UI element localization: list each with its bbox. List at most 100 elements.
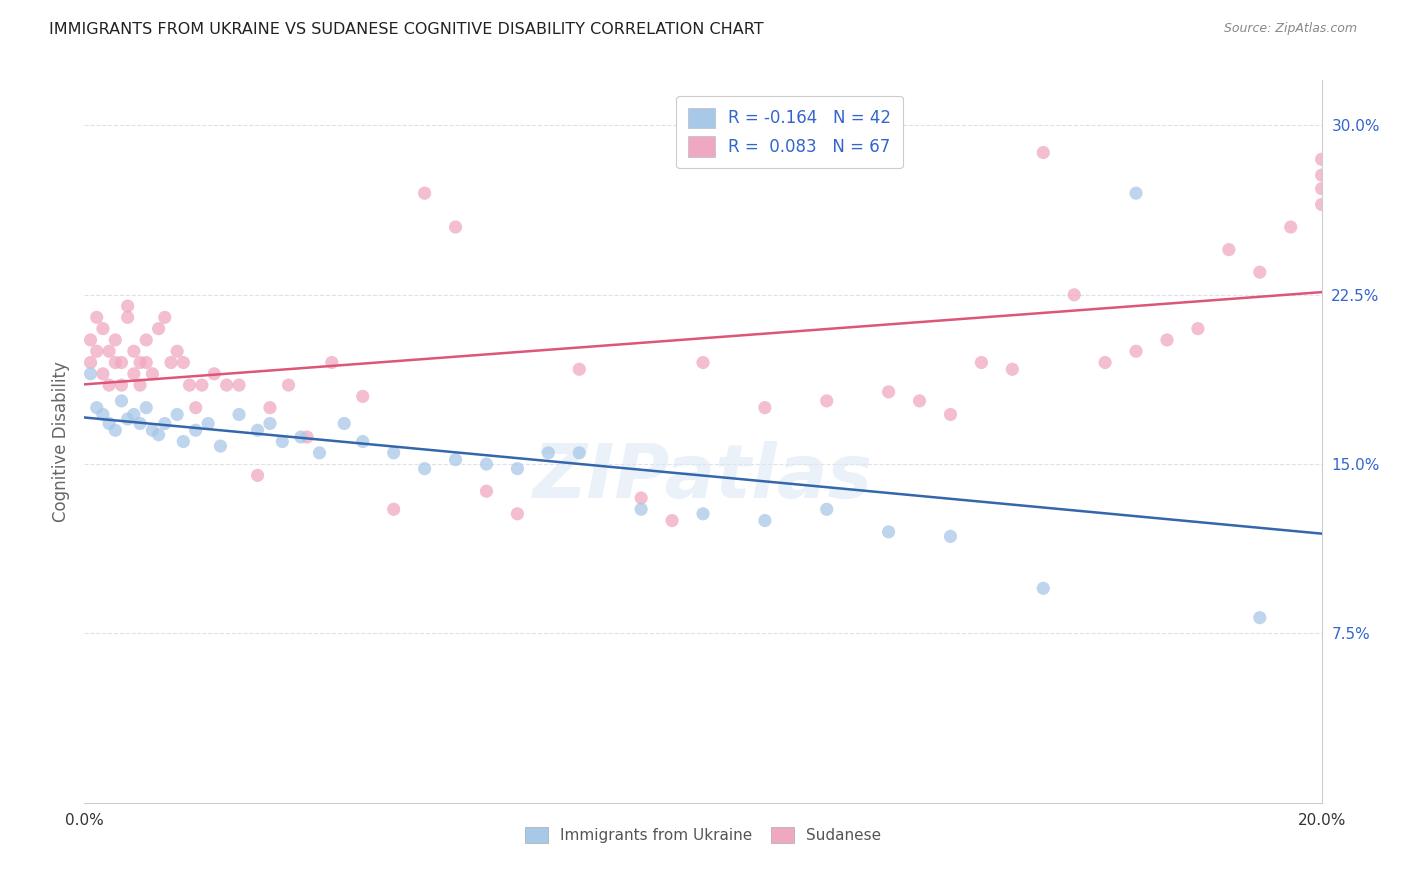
Point — [209, 439, 232, 453]
Point — [122, 344, 145, 359]
Point — [98, 417, 121, 431]
Point — [129, 417, 152, 431]
Legend: Immigrants from Ukraine, Sudanese: Immigrants from Ukraine, Sudanese — [519, 821, 887, 849]
Point — [184, 423, 207, 437]
Point — [172, 355, 194, 369]
Point — [86, 401, 108, 415]
Point — [153, 417, 176, 431]
Point — [1063, 287, 1085, 301]
Point — [537, 446, 560, 460]
Point — [148, 427, 170, 442]
Point — [172, 434, 194, 449]
Point — [110, 393, 132, 408]
Point — [141, 423, 163, 437]
Point — [129, 378, 152, 392]
Point — [98, 378, 121, 392]
Point — [295, 430, 318, 444]
Point — [1310, 168, 1333, 182]
Point — [1094, 355, 1116, 369]
Point — [228, 408, 250, 422]
Point — [141, 367, 163, 381]
Point — [135, 355, 157, 369]
Text: IMMIGRANTS FROM UKRAINE VS SUDANESE COGNITIVE DISABILITY CORRELATION CHART: IMMIGRANTS FROM UKRAINE VS SUDANESE COGN… — [49, 22, 763, 37]
Point — [259, 417, 281, 431]
Point — [333, 417, 356, 431]
Point — [754, 401, 776, 415]
Point — [382, 446, 405, 460]
Point — [191, 378, 214, 392]
Point — [413, 461, 436, 475]
Point — [215, 378, 238, 392]
Point — [184, 401, 207, 415]
Point — [568, 362, 591, 376]
Point — [259, 401, 281, 415]
Point — [197, 417, 219, 431]
Point — [148, 321, 170, 335]
Point — [1249, 610, 1271, 624]
Point — [91, 367, 114, 381]
Point — [1156, 333, 1178, 347]
Point — [1310, 153, 1333, 167]
Point — [271, 434, 294, 449]
Point — [1249, 265, 1271, 279]
Point — [630, 502, 652, 516]
Point — [110, 355, 132, 369]
Point — [117, 310, 139, 325]
Point — [661, 514, 683, 528]
Text: Source: ZipAtlas.com: Source: ZipAtlas.com — [1223, 22, 1357, 36]
Point — [352, 389, 374, 403]
Point — [877, 384, 900, 399]
Point — [352, 434, 374, 449]
Point — [475, 457, 498, 471]
Point — [91, 408, 114, 422]
Point — [117, 299, 139, 313]
Point — [122, 367, 145, 381]
Point — [1125, 186, 1147, 201]
Text: ZIPatlas: ZIPatlas — [533, 442, 873, 514]
Point — [228, 378, 250, 392]
Point — [475, 484, 498, 499]
Point — [1001, 362, 1024, 376]
Point — [129, 355, 152, 369]
Point — [444, 220, 467, 235]
Point — [104, 355, 127, 369]
Point — [79, 333, 101, 347]
Point — [91, 321, 114, 335]
Point — [692, 507, 714, 521]
Point — [104, 333, 127, 347]
Point — [166, 408, 188, 422]
Point — [1310, 197, 1333, 211]
Point — [110, 378, 132, 392]
Point — [321, 355, 343, 369]
Y-axis label: Cognitive Disability: Cognitive Disability — [52, 361, 70, 522]
Point — [815, 502, 838, 516]
Point — [1032, 582, 1054, 596]
Point — [939, 529, 962, 543]
Point — [506, 461, 529, 475]
Point — [179, 378, 201, 392]
Point — [506, 507, 529, 521]
Point — [246, 468, 269, 483]
Point — [290, 430, 312, 444]
Point — [135, 401, 157, 415]
Point — [1125, 344, 1147, 359]
Point — [104, 423, 127, 437]
Point — [1310, 181, 1333, 195]
Point — [568, 446, 591, 460]
Point — [86, 344, 108, 359]
Point — [1218, 243, 1240, 257]
Point — [692, 355, 714, 369]
Point — [413, 186, 436, 201]
Point — [444, 452, 467, 467]
Point — [815, 393, 838, 408]
Point — [308, 446, 330, 460]
Point — [246, 423, 269, 437]
Point — [202, 367, 225, 381]
Point — [98, 344, 121, 359]
Point — [908, 393, 931, 408]
Point — [79, 355, 101, 369]
Point — [135, 333, 157, 347]
Point — [754, 514, 776, 528]
Point — [1187, 321, 1209, 335]
Point — [970, 355, 993, 369]
